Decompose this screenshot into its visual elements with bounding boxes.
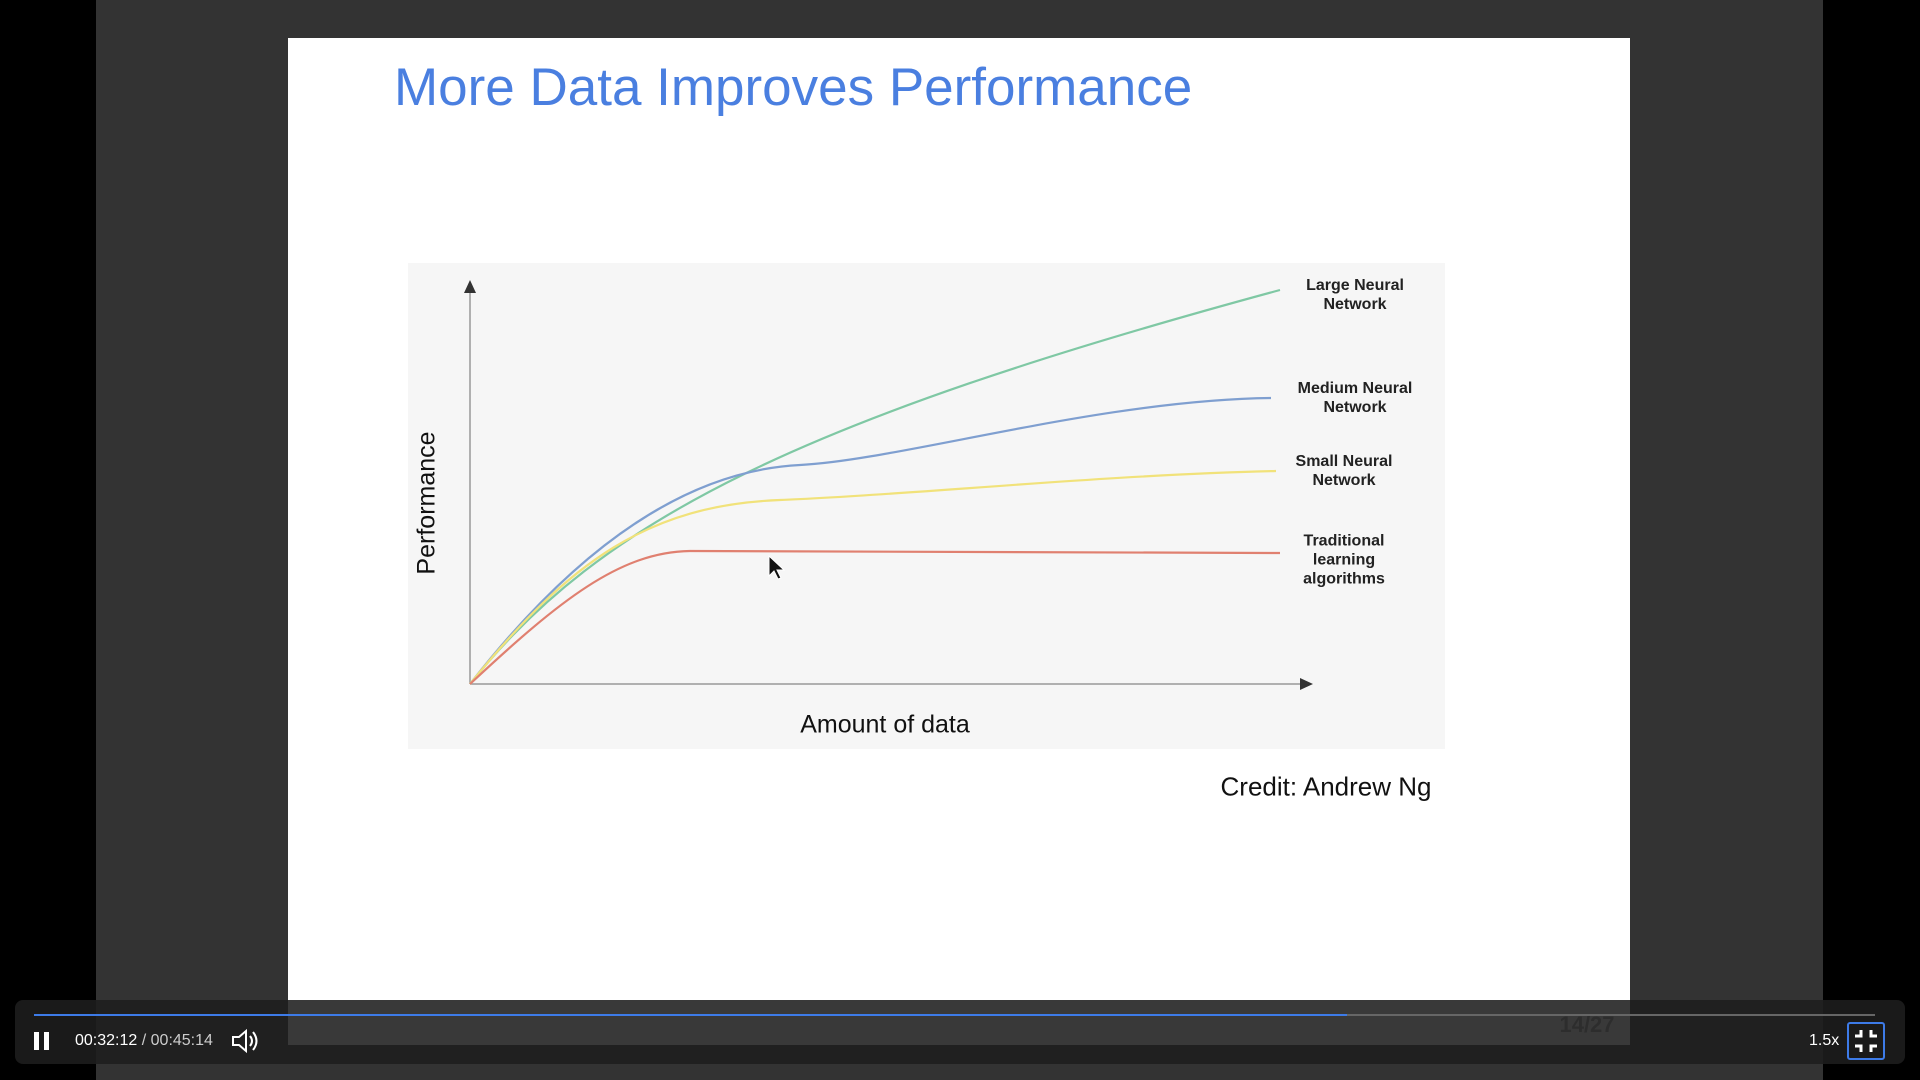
curve-label: Medium Neural Network bbox=[1297, 380, 1413, 416]
curve-label: Large Neural Network bbox=[1306, 277, 1404, 313]
cursor bbox=[768, 554, 786, 580]
credit: Credit: Andrew Ng bbox=[1220, 771, 1432, 802]
x-arrow bbox=[1300, 678, 1313, 690]
curve-label: Small Neural Network bbox=[1295, 453, 1393, 489]
exit-fullscreen-icon bbox=[1855, 1030, 1877, 1052]
large-curve bbox=[469, 288, 1281, 685]
time-separator: / bbox=[141, 1032, 147, 1049]
control-bar bbox=[15, 1000, 1905, 1064]
y-arrow bbox=[464, 280, 476, 293]
progress-fill bbox=[34, 1014, 1347, 1016]
time-display: 00:32:12 / 00:45:14 bbox=[75, 1032, 213, 1050]
duration: 00:45:14 bbox=[150, 1032, 213, 1049]
current-time: 00:32:12 bbox=[75, 1032, 138, 1049]
pause-button[interactable] bbox=[30, 1029, 54, 1053]
volume-button[interactable] bbox=[230, 1027, 262, 1055]
curve-label: Traditional learning algorithms bbox=[1303, 532, 1385, 588]
traditional-curve bbox=[469, 549, 1281, 685]
small-curve bbox=[469, 469, 1277, 685]
slide-title: More Data Improves Performance bbox=[394, 58, 1193, 117]
exit-fullscreen-button[interactable] bbox=[1847, 1022, 1885, 1060]
curves bbox=[464, 280, 1313, 690]
y-axis-label: Performance bbox=[412, 431, 441, 575]
speed-button[interactable]: 1.5x bbox=[1809, 1032, 1840, 1049]
x-axis-label: Amount of data bbox=[800, 710, 970, 739]
medium-curve bbox=[469, 396, 1272, 685]
chart-panel bbox=[408, 263, 1445, 749]
